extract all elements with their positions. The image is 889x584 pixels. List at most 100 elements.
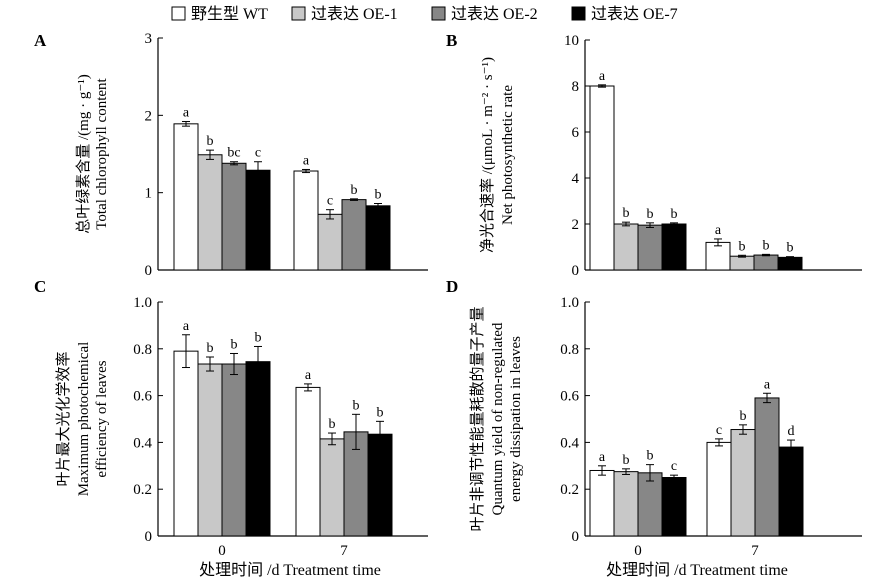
bar-0-0 [589,85,615,271]
sig-label-0-0: a [183,106,190,121]
bar-0-0 [173,350,199,537]
bar-7-2 [754,397,780,537]
bar-7-0 [706,441,732,537]
sig-label-0-0: a [599,450,606,465]
legend-label-0: 野生型 WT [191,5,268,23]
y-axis-label-line-2: efficiency of leaves [94,360,110,477]
y-tick-label-2: 0.4 [560,435,579,451]
x-tick-label-0: 0 [634,543,642,559]
bar-7-0 [705,241,731,271]
y-tick-label-5: 10 [564,33,579,49]
y-tick-label-4: 0.8 [560,342,579,358]
y-tick-label-2: 0.4 [133,435,152,451]
bar-7-1 [730,429,756,537]
sig-label-0-2: b [231,337,238,352]
legend-label-3: 过表达 OE-7 [591,5,678,23]
y-tick-label-3: 0.6 [133,389,152,405]
y-axis-label-line-2: energy dissipation in leaves [508,336,524,502]
sig-label-7-1: b [739,239,746,254]
sig-label-0-1: b [207,134,214,149]
panel-letter: A [34,31,47,50]
y-axis-label-line-0: 叶片非调节性能量耗散的量子产量 [469,306,486,531]
panel-c: 0 0.2 0.4 0.6 0.8 1.0 C 叶片最大光化学效率 Maximum photoc… [34,277,428,559]
sig-label-7-3: b [787,241,794,256]
y-axis-label-line-0: 总叶绿素含量 /(mg · g⁻¹) [75,74,92,234]
bar-0-3 [245,169,271,271]
legend-label-1: 过表达 OE-1 [311,5,398,23]
y-tick-label-1: 1 [145,186,153,202]
bar-0-2 [221,363,247,537]
sig-label-7-1: b [740,409,747,424]
y-tick-label-1: 0.2 [560,482,579,498]
sig-label-0-3: c [255,146,261,161]
y-tick-label-2: 4 [572,171,580,187]
sig-label-0-0: a [183,319,190,334]
sig-label-0-2: bc [227,146,240,161]
bar-0-1 [197,154,223,271]
bar-7-1 [317,213,343,271]
legend-swatch-0 [171,6,186,21]
x-tick-label-1: 7 [340,543,348,559]
y-tick-label-4: 0.8 [133,342,152,358]
panel-letter: B [446,31,457,50]
y-axis-label-line-1: Quantum yield of non-regulated [490,322,506,515]
panel-letter: D [446,277,458,296]
x-tick-label-0: 0 [218,543,226,559]
sig-label-7-0: a [715,223,722,238]
y-tick-label-2: 2 [145,108,153,124]
sig-label-7-2: b [353,398,360,413]
sig-label-0-2: b [647,207,654,222]
bar-0-2 [637,472,663,537]
sig-label-7-2: b [763,238,770,253]
legend-swatch-1 [291,6,306,21]
y-tick-label-5: 1.0 [560,295,579,311]
sig-label-0-2: b [647,449,654,464]
bar-7-3 [367,433,393,537]
legend: 野生型 WT 过表达 OE-1 过表达 OE-2 过表达 OE-7 [171,5,678,23]
bar-7-1 [729,255,755,271]
bar-7-2 [341,199,367,271]
y-tick-label-3: 6 [572,125,580,141]
bar-7-1 [319,438,345,537]
x-axis-label-left: 处理时间 /d Treatment time [199,561,381,579]
bar-0-3 [245,361,271,537]
y-tick-label-0: 0 [145,529,153,545]
sig-label-0-3: b [255,330,262,345]
y-tick-label-0: 0 [572,263,580,279]
sig-label-0-1: b [207,341,214,356]
bar-0-3 [661,477,687,537]
bar-7-0 [293,170,319,271]
y-tick-label-3: 3 [145,31,153,47]
y-tick-label-1: 0.2 [133,482,152,498]
y-axis-label-line-1: Net photosynthetic rate [500,85,516,225]
legend-swatch-2 [431,6,446,21]
sig-label-7-3: b [375,187,382,202]
sig-label-7-1: b [329,417,336,432]
bar-7-3 [778,446,804,537]
panel-b: 0 2 4 6 8 10 B 净光合速率 /(μmoL · m⁻² · s⁻¹) Net pho… [446,31,862,279]
x-tick-label-1: 7 [751,543,759,559]
legend-swatch-3 [571,6,586,21]
sig-label-0-1: b [623,206,630,221]
sig-label-7-3: b [377,405,384,420]
bar-0-3 [661,223,687,271]
bar-0-1 [613,223,639,271]
sig-label-7-0: a [303,153,310,168]
bar-7-3 [365,205,391,271]
y-tick-label-4: 8 [572,79,580,95]
sig-label-0-3: c [671,459,677,474]
y-axis-label-line-1: Total chlorophyll content [94,77,110,229]
sig-label-7-2: b [351,183,358,198]
x-axis-label-right: 处理时间 /d Treatment time [606,561,788,579]
bar-7-3 [777,256,803,271]
sig-label-0-3: b [671,207,678,222]
bar-0-1 [197,363,223,537]
legend-label-2: 过表达 OE-2 [451,5,538,23]
y-axis-label-line-0: 叶片最大光化学效率 [55,351,72,486]
y-tick-label-3: 0.6 [560,389,579,405]
panel-a: 0 1 2 3 A 总叶绿素含量 /(mg · g⁻¹) Total chlorophyll… [34,31,428,279]
sig-label-7-3: d [788,424,795,439]
y-axis-label-line-0: 净光合速率 /(μmoL · m⁻² · s⁻¹) [479,57,496,253]
sig-label-0-0: a [599,69,606,84]
